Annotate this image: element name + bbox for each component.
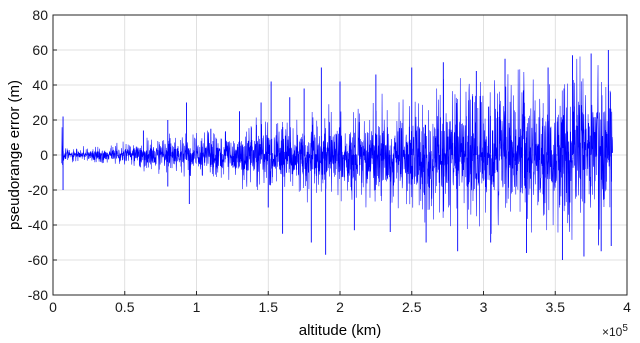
- plot-area: [52, 14, 628, 296]
- series-layer: [61, 50, 613, 260]
- x-axis-exponent: ×105: [602, 323, 628, 339]
- x-axis-label: altitude (km): [299, 322, 382, 339]
- x-axis-exponent-power: 5: [622, 323, 628, 334]
- x-tick-label: 3.5: [546, 299, 566, 315]
- x-tick-label: 0: [49, 299, 57, 315]
- y-tick-label: 60: [32, 42, 48, 58]
- y-tick-label: -80: [28, 287, 48, 303]
- x-tick-label: 2.5: [402, 299, 422, 315]
- x-tick-label: 3: [480, 299, 488, 315]
- y-tick-label: -20: [28, 182, 48, 198]
- series-line: [61, 56, 613, 246]
- y-tick-label: -40: [28, 217, 48, 233]
- x-tick-label: 1.5: [259, 299, 279, 315]
- x-tick-label: 4: [623, 299, 631, 315]
- y-tick-label: 80: [32, 7, 48, 23]
- y-tick-label: -60: [28, 252, 48, 268]
- y-tick-label: 0: [40, 147, 48, 163]
- y-tick-label: 20: [32, 112, 48, 128]
- x-ticks: 0 0.5 1 1.5 2 2.5 3 3.5 4: [49, 291, 631, 315]
- y-ticks: -80 -60 -40 -20 0 20 40 60 80: [28, 7, 57, 303]
- x-tick-label: 0.5: [115, 299, 135, 315]
- y-axis-label: pseudorange error (m): [6, 80, 23, 230]
- x-tick-label: 2: [336, 299, 344, 315]
- y-tick-label: 40: [32, 77, 48, 93]
- x-tick-label: 1: [193, 299, 201, 315]
- x-axis-exponent-base: ×10: [602, 325, 623, 339]
